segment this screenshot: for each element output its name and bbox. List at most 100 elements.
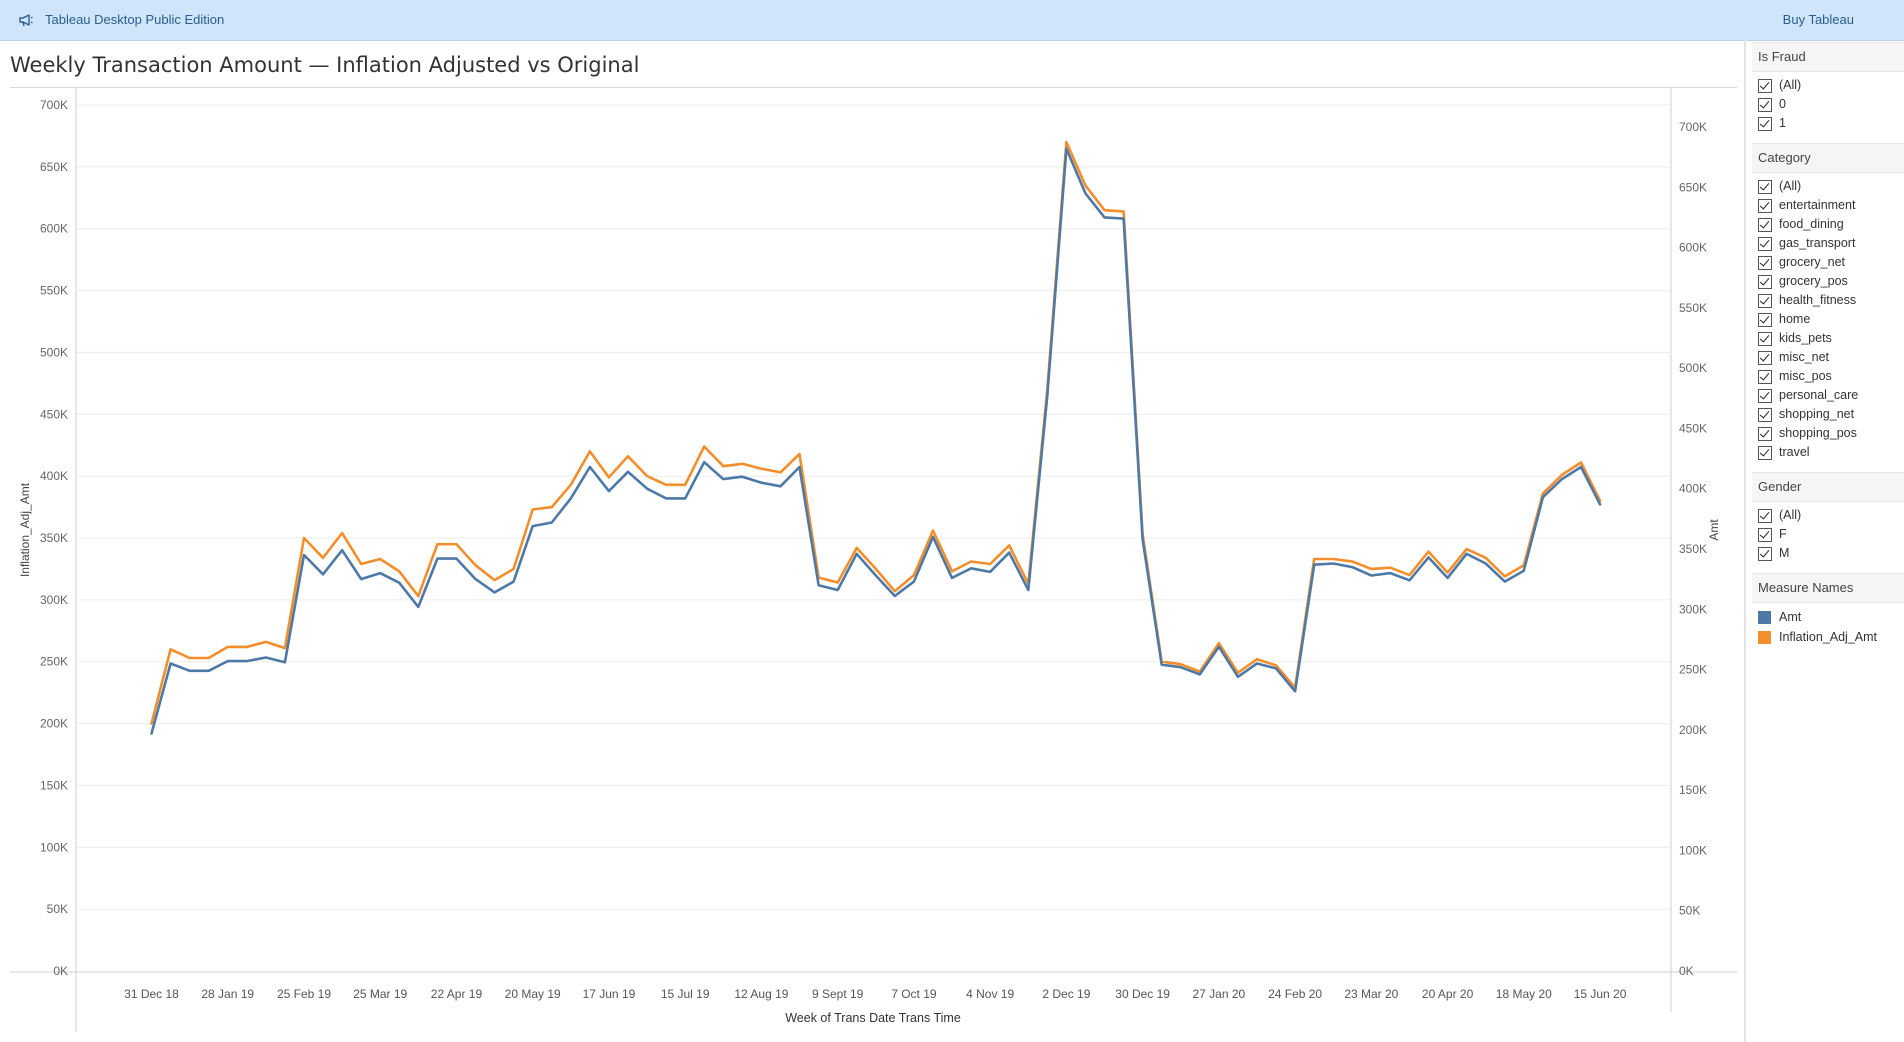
x-tick-label: 7 Oct 19 bbox=[891, 987, 937, 1001]
is-fraud-filter: Is Fraud (All) 0 1 bbox=[1752, 42, 1904, 133]
category-option[interactable]: shopping_net bbox=[1752, 405, 1904, 424]
x-tick-label: 15 Jun 20 bbox=[1574, 987, 1627, 1001]
title-divider bbox=[10, 87, 1737, 88]
series-line-amt bbox=[150, 147, 1602, 735]
checkbox-checked-icon[interactable] bbox=[1758, 274, 1772, 289]
y-tick-label: 300K bbox=[40, 593, 68, 607]
checkbox-checked-icon[interactable] bbox=[1758, 179, 1772, 194]
x-tick-label: 31 Dec 18 bbox=[124, 987, 179, 1001]
x-tick-label: 2 Dec 19 bbox=[1042, 987, 1090, 1001]
category-option[interactable]: grocery_pos bbox=[1752, 272, 1904, 291]
y2-axis-title: Amt bbox=[1707, 519, 1721, 541]
y2-tick-label: 550K bbox=[1679, 301, 1707, 315]
checkbox-checked-icon[interactable] bbox=[1758, 445, 1772, 460]
category-option[interactable]: home bbox=[1752, 310, 1904, 329]
x-tick-label: 9 Sept 19 bbox=[812, 987, 864, 1001]
checkbox-checked-icon[interactable] bbox=[1758, 198, 1772, 213]
gender-option[interactable]: M bbox=[1752, 544, 1904, 563]
category-options: (All) entertainment food_dining gas_tran… bbox=[1752, 173, 1904, 462]
checkbox-checked-icon[interactable] bbox=[1758, 293, 1772, 308]
checkbox-checked-icon[interactable] bbox=[1758, 527, 1772, 542]
category-option[interactable]: gas_transport bbox=[1752, 234, 1904, 253]
x-tick-label: 12 Aug 19 bbox=[734, 987, 788, 1001]
is-fraud-option[interactable]: (All) bbox=[1752, 76, 1904, 95]
gender-options: (All) F M bbox=[1752, 502, 1904, 563]
legend-swatch bbox=[1758, 610, 1771, 624]
checkbox-checked-icon[interactable] bbox=[1758, 426, 1772, 441]
y-tick-label: 600K bbox=[40, 222, 68, 236]
y-tick-label: 650K bbox=[40, 160, 68, 174]
x-tick-label: 24 Feb 20 bbox=[1268, 987, 1322, 1001]
y2-tick-label: 600K bbox=[1679, 241, 1707, 255]
gender-option[interactable]: (All) bbox=[1752, 506, 1904, 525]
y2-tick-label: 700K bbox=[1679, 120, 1707, 134]
category-option[interactable]: (All) bbox=[1752, 177, 1904, 196]
y-tick-label: 500K bbox=[40, 345, 68, 359]
category-option[interactable]: misc_net bbox=[1752, 348, 1904, 367]
y2-tick-label: 300K bbox=[1679, 602, 1707, 616]
y2-tick-label: 650K bbox=[1679, 180, 1707, 194]
x-tick-label: 25 Feb 19 bbox=[277, 987, 331, 1001]
chart-title: Weekly Transaction Amount — Inflation Ad… bbox=[10, 53, 640, 77]
y-tick-label: 700K bbox=[40, 98, 68, 112]
checkbox-checked-icon[interactable] bbox=[1758, 116, 1772, 131]
checkbox-checked-icon[interactable] bbox=[1758, 331, 1772, 346]
y-tick-label: 450K bbox=[40, 407, 68, 421]
legend-items: Amt Inflation_Adj_Amt bbox=[1752, 603, 1904, 647]
buy-tableau-link[interactable]: Buy Tableau bbox=[1782, 12, 1854, 27]
y2-tick-label: 100K bbox=[1679, 843, 1707, 857]
checkbox-checked-icon[interactable] bbox=[1758, 217, 1772, 232]
category-option[interactable]: entertainment bbox=[1752, 196, 1904, 215]
checkbox-checked-icon[interactable] bbox=[1758, 508, 1772, 523]
checkbox-checked-icon[interactable] bbox=[1758, 236, 1772, 251]
y-tick-label: 200K bbox=[40, 717, 68, 731]
y-tick-label: 100K bbox=[40, 840, 68, 854]
category-option[interactable]: misc_pos bbox=[1752, 367, 1904, 386]
gender-filter-title: Gender bbox=[1752, 472, 1904, 502]
checkbox-checked-icon[interactable] bbox=[1758, 546, 1772, 561]
category-option[interactable]: food_dining bbox=[1752, 215, 1904, 234]
checkbox-checked-icon[interactable] bbox=[1758, 407, 1772, 422]
y-tick-label: 250K bbox=[40, 655, 68, 669]
legend-item-amt[interactable]: Amt bbox=[1752, 607, 1904, 627]
legend-item-inflation-adj-amt[interactable]: Inflation_Adj_Amt bbox=[1752, 627, 1904, 647]
y2-tick-label: 0K bbox=[1679, 964, 1694, 978]
checkbox-checked-icon[interactable] bbox=[1758, 97, 1772, 112]
megaphone-icon bbox=[19, 14, 33, 27]
gender-option[interactable]: F bbox=[1752, 525, 1904, 544]
category-option[interactable]: health_fitness bbox=[1752, 291, 1904, 310]
category-option[interactable]: shopping_pos bbox=[1752, 424, 1904, 443]
category-option[interactable]: kids_pets bbox=[1752, 329, 1904, 348]
checkbox-checked-icon[interactable] bbox=[1758, 78, 1772, 93]
top-banner: Tableau Desktop Public Edition Buy Table… bbox=[0, 0, 1904, 41]
y-axis-title: Inflation_Adj_Amt bbox=[18, 482, 32, 577]
checkbox-checked-icon[interactable] bbox=[1758, 369, 1772, 384]
category-filter-title: Category bbox=[1752, 143, 1904, 173]
x-tick-label: 20 Apr 20 bbox=[1422, 987, 1474, 1001]
line-chart[interactable]: 0K 50K 100K 150K 200K 250K 300K 350K 400K 450K 500… bbox=[0, 88, 1744, 1042]
y2-tick-label: 450K bbox=[1679, 421, 1707, 435]
x-tick-label: 20 May 19 bbox=[505, 987, 561, 1001]
x-tick-label: 27 Jan 20 bbox=[1193, 987, 1246, 1001]
category-option[interactable]: grocery_net bbox=[1752, 253, 1904, 272]
checkbox-checked-icon[interactable] bbox=[1758, 255, 1772, 270]
x-tick-label: 28 Jan 19 bbox=[201, 987, 254, 1001]
category-option[interactable]: personal_care bbox=[1752, 386, 1904, 405]
checkbox-checked-icon[interactable] bbox=[1758, 350, 1772, 365]
is-fraud-option[interactable]: 1 bbox=[1752, 114, 1904, 133]
x-tick-label: 25 Mar 19 bbox=[353, 987, 407, 1001]
x-tick-label: 30 Dec 19 bbox=[1115, 987, 1170, 1001]
category-option[interactable]: travel bbox=[1752, 443, 1904, 462]
x-tick-label: 22 Apr 19 bbox=[431, 987, 483, 1001]
legend-title: Measure Names bbox=[1752, 573, 1904, 603]
checkbox-checked-icon[interactable] bbox=[1758, 312, 1772, 327]
y2-tick-label: 350K bbox=[1679, 542, 1707, 556]
y2-tick-label: 200K bbox=[1679, 723, 1707, 737]
x-tick-label: 18 May 20 bbox=[1496, 987, 1552, 1001]
is-fraud-option[interactable]: 0 bbox=[1752, 95, 1904, 114]
y2-tick-label: 250K bbox=[1679, 663, 1707, 677]
checkbox-checked-icon[interactable] bbox=[1758, 388, 1772, 403]
x-tick-label: 15 Jul 19 bbox=[661, 987, 710, 1001]
y-tick-label: 0K bbox=[53, 964, 68, 978]
y-tick-label: 400K bbox=[40, 469, 68, 483]
